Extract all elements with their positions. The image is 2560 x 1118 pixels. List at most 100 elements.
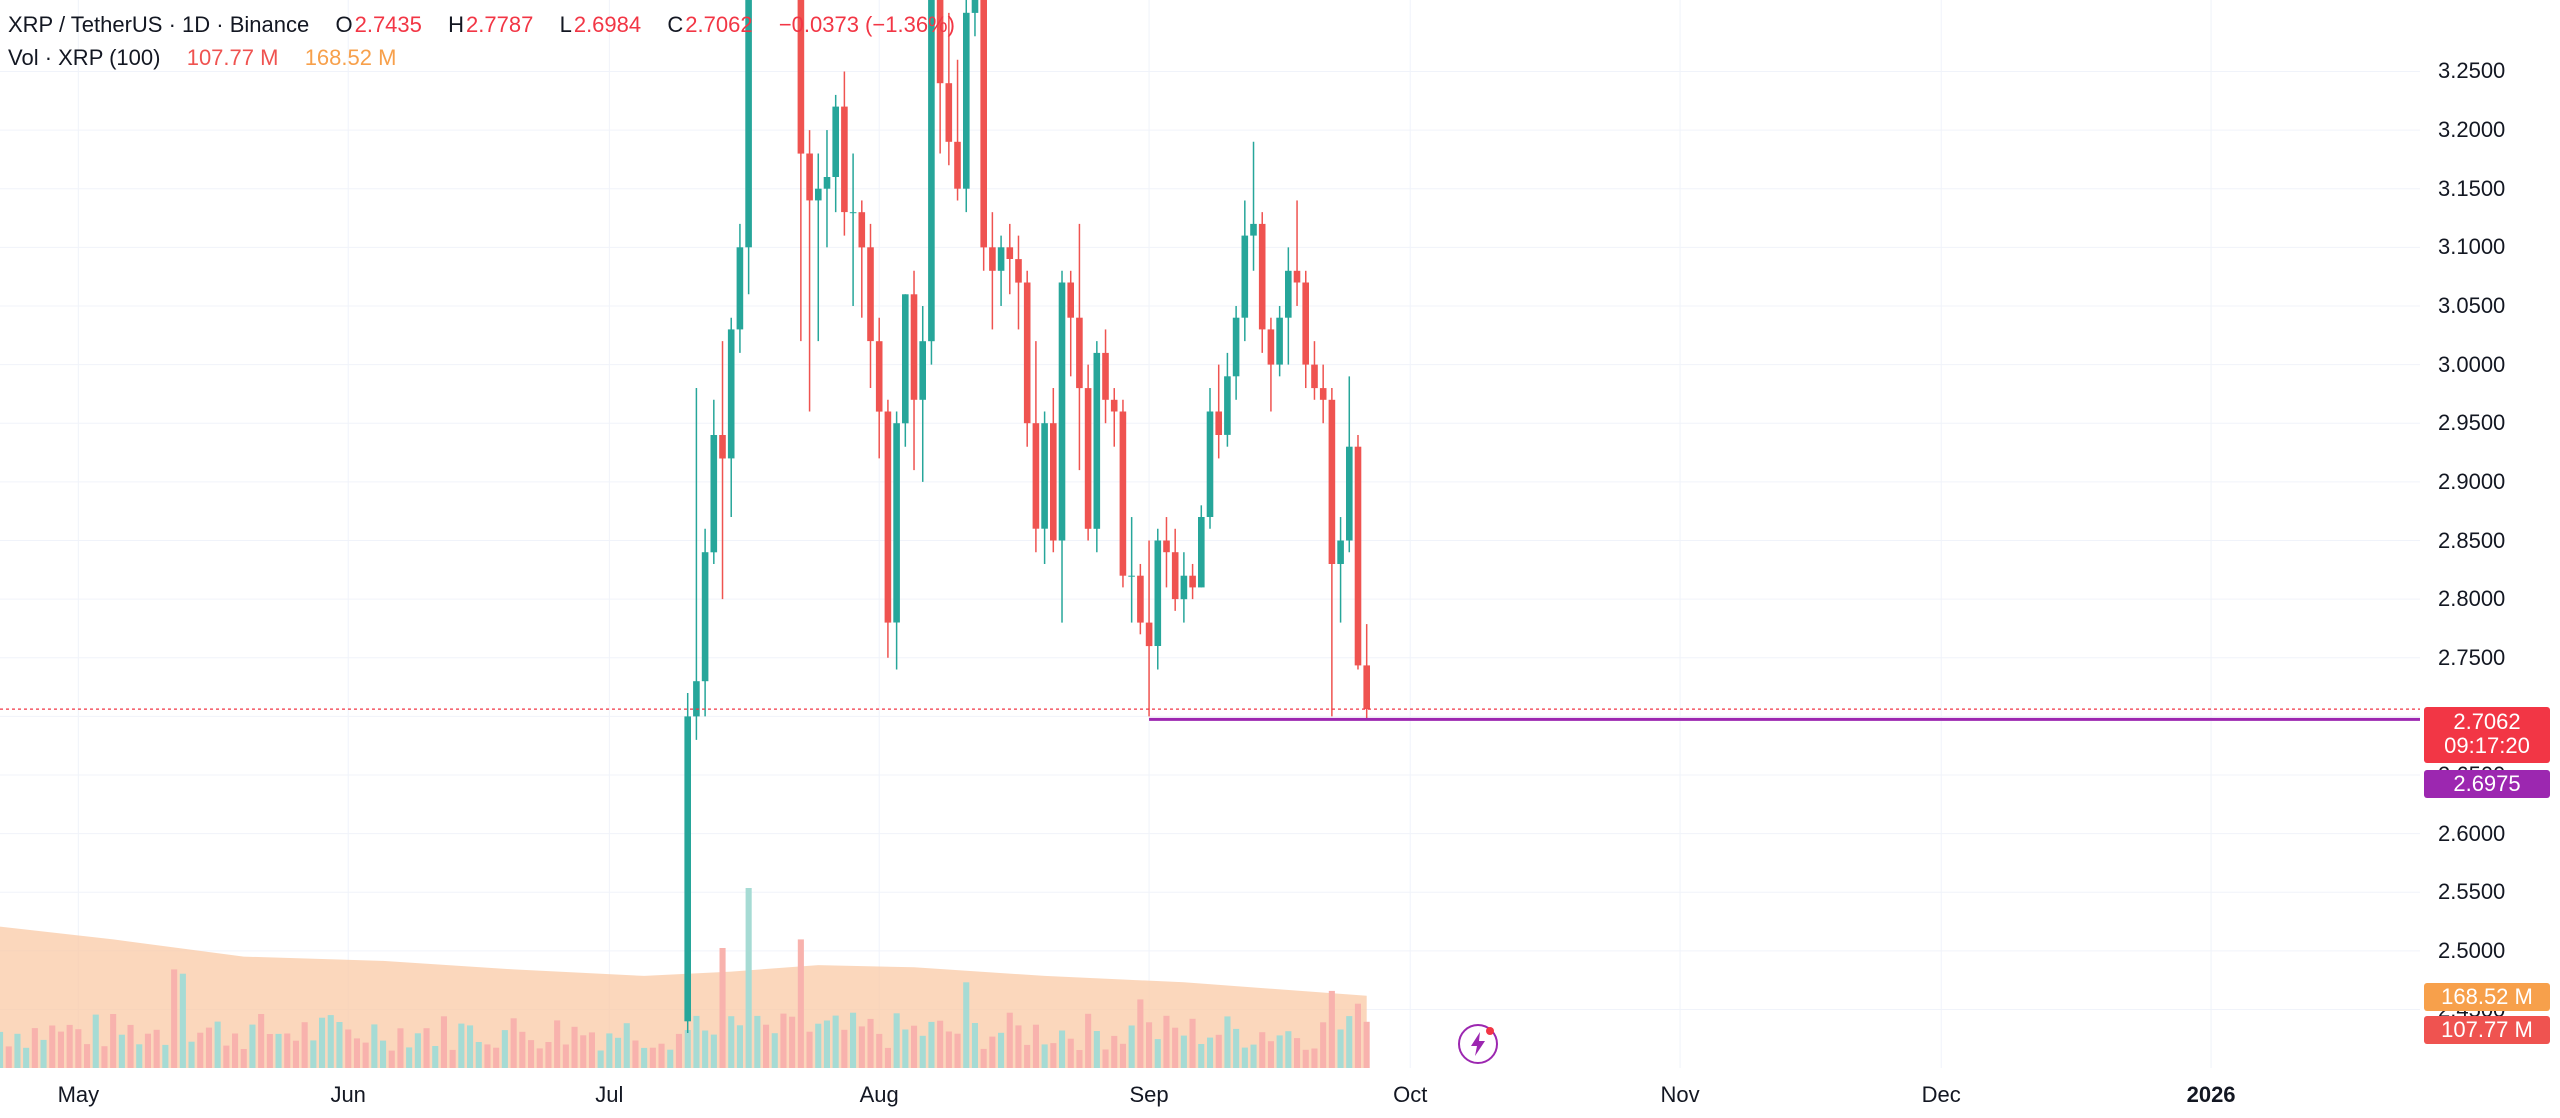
volume-bar	[1146, 1022, 1153, 1068]
last-price-value: 2.7062	[2453, 709, 2521, 734]
volume-bar	[736, 1025, 743, 1068]
volume-bar	[528, 1040, 535, 1068]
lightning-icon[interactable]	[1458, 1024, 1498, 1064]
volume-bar	[675, 1033, 682, 1068]
volume-bar	[806, 1031, 813, 1068]
candle-body	[823, 177, 831, 189]
volume-bar	[771, 1033, 778, 1068]
volume-bar	[179, 973, 186, 1068]
volume-ma-area	[0, 926, 1367, 1068]
candle-body	[980, 0, 987, 248]
candle-body	[1319, 388, 1327, 400]
horizontal-line-tag: 2.6975	[2424, 770, 2550, 798]
high-label: H	[448, 12, 465, 37]
candle-body	[693, 681, 700, 717]
volume-bar	[641, 1047, 648, 1068]
volume-bar	[14, 1033, 21, 1068]
volume-bar	[319, 1017, 326, 1068]
volume-bar	[23, 1047, 30, 1068]
candle-body	[875, 341, 883, 412]
horizontal-line-value: 2.6975	[2453, 771, 2521, 796]
volume-bar	[127, 1024, 134, 1068]
volume-bar	[388, 1050, 395, 1068]
volume-bar	[937, 1020, 944, 1068]
volume-bar	[815, 1023, 822, 1068]
volume-bar	[232, 1033, 239, 1068]
volume-bar	[258, 1014, 265, 1068]
volume-bar	[1076, 1050, 1083, 1068]
time-tick-label: Jul	[595, 1082, 624, 1107]
volume-bar	[40, 1039, 47, 1068]
candle-body	[1137, 575, 1144, 623]
volume-bar	[832, 1015, 839, 1068]
candle-body	[902, 294, 909, 424]
candle-body	[1189, 575, 1196, 588]
candle-body	[1232, 317, 1240, 377]
candle-body	[1198, 517, 1205, 588]
volume-bar	[1354, 1003, 1361, 1068]
volume-bar	[858, 1026, 865, 1068]
volume-bar	[893, 1013, 900, 1068]
symbol-title[interactable]: XRP / TetherUS · 1D · Binance	[8, 12, 310, 37]
candle-body	[1215, 411, 1222, 435]
price-tick-label: 2.9500	[2438, 410, 2506, 436]
time-tick-label: Aug	[859, 1082, 899, 1107]
candle-body	[1276, 317, 1283, 365]
volume-value: 107.77 M	[186, 45, 279, 70]
volume-bar	[702, 1030, 709, 1068]
volume-bar	[1346, 1016, 1353, 1068]
volume-bar	[223, 1045, 230, 1068]
candle-body	[919, 341, 926, 400]
candle-body	[963, 12, 970, 189]
candle-body	[1128, 575, 1135, 577]
volume-bar	[501, 1030, 508, 1068]
volume-bar	[606, 1033, 613, 1068]
volume-bar	[1119, 1043, 1126, 1068]
candle-body	[1067, 282, 1074, 318]
volume-bar	[266, 1034, 273, 1068]
volume-bar	[327, 1015, 334, 1068]
volume-bar	[1059, 1030, 1066, 1068]
volume-bar	[510, 1018, 517, 1068]
volume-bar	[545, 1042, 552, 1068]
volume-bar	[345, 1029, 352, 1068]
price-tick-label: 3.0000	[2438, 351, 2506, 377]
candle-body	[989, 247, 996, 271]
candle-body	[1328, 399, 1336, 564]
candle-body	[1145, 622, 1153, 647]
candle-body	[954, 141, 961, 189]
candle-body	[1119, 411, 1127, 576]
volume-bar	[249, 1024, 256, 1068]
volume-bar	[928, 1021, 935, 1068]
candle-body	[945, 83, 953, 142]
volume-bar	[980, 1048, 987, 1068]
volume-bar	[414, 1033, 421, 1068]
volume-bar	[1259, 1032, 1266, 1068]
volume-bar	[823, 1020, 830, 1068]
candle-body	[1258, 223, 1266, 330]
price-lines	[0, 708, 2420, 721]
volume-bar	[667, 1049, 674, 1068]
volume-bar	[136, 1044, 143, 1068]
volume-bar	[554, 1020, 561, 1068]
volume-bar	[998, 1032, 1005, 1068]
last-price-tag: 2.7062 09:17:20	[2424, 707, 2550, 763]
volume-label[interactable]: Vol · XRP (100)	[8, 45, 161, 70]
volume-bar	[397, 1028, 404, 1068]
volume-bar	[1250, 1044, 1257, 1068]
candle-body	[1023, 282, 1031, 424]
volume-bar	[1241, 1047, 1248, 1068]
candle-body	[1293, 270, 1301, 283]
volume-bar	[1032, 1024, 1039, 1068]
volume-bar	[754, 1015, 761, 1068]
close-label: C	[667, 12, 684, 37]
volume-bar	[658, 1043, 665, 1068]
candle-body	[893, 423, 900, 623]
volume-bar	[214, 1021, 221, 1068]
candle-body	[867, 247, 874, 342]
volume-bar	[588, 1032, 595, 1068]
candle-body	[1285, 270, 1292, 318]
time-tick-label: Jun	[330, 1082, 366, 1107]
candle-body	[806, 153, 813, 201]
